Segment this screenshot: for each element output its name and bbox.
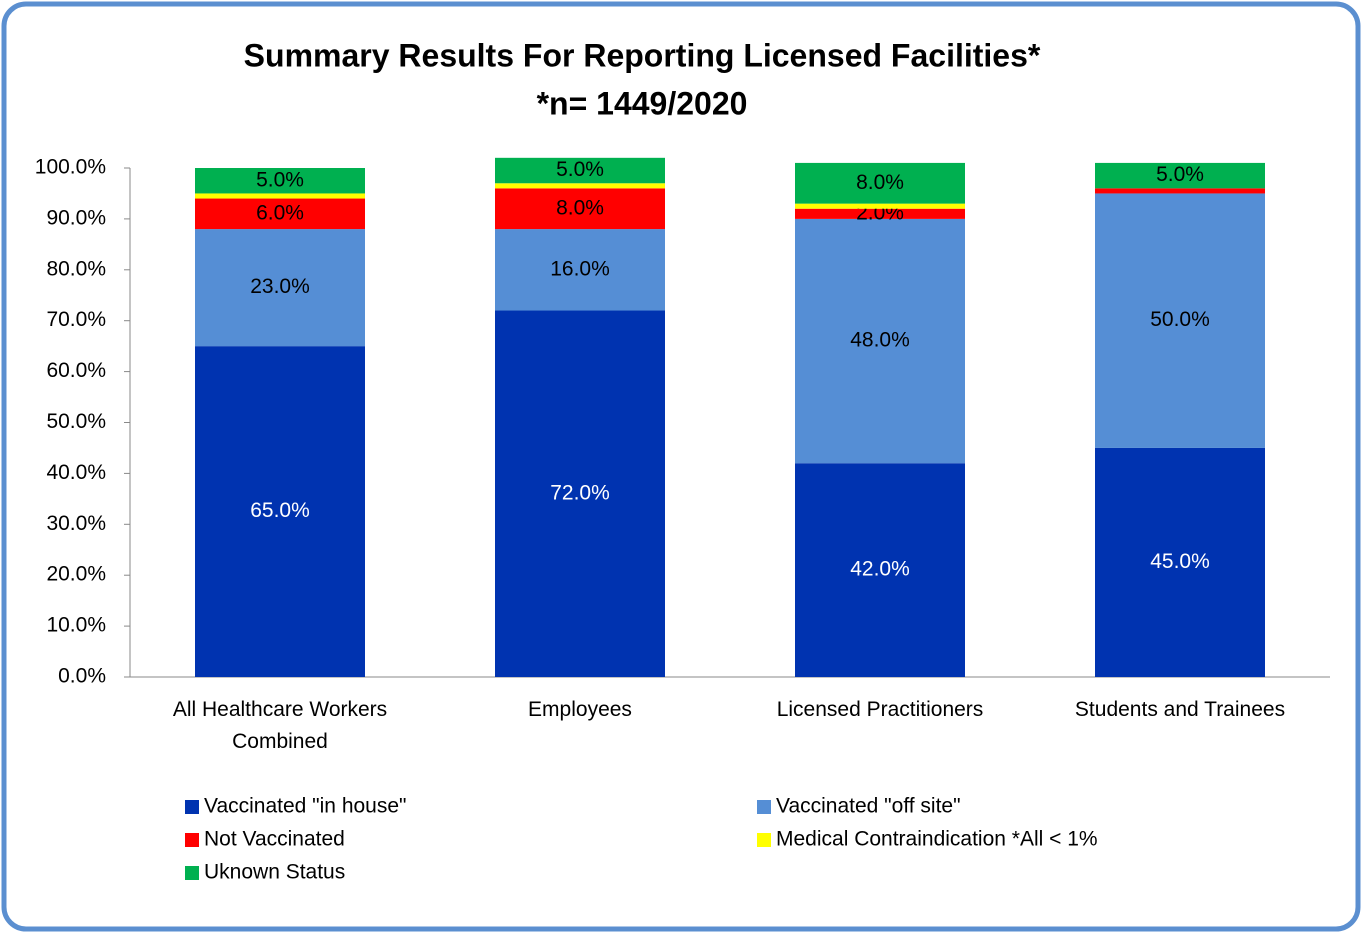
- legend-label: Not Vaccinated: [204, 828, 345, 851]
- legend-swatch: [185, 800, 199, 814]
- bar-segment: [495, 310, 665, 677]
- x-tick-label-line: Combined: [232, 730, 328, 753]
- data-label: 72.0%: [550, 481, 610, 504]
- bar-segment: [495, 188, 665, 230]
- x-tick-label: All Healthcare Workers Combined: [173, 698, 387, 753]
- data-label: 45.0%: [1150, 550, 1210, 573]
- data-label: 5.0%: [1156, 163, 1204, 186]
- y-tick-label: 0.0%: [58, 665, 106, 688]
- chart-subtitle: *n= 1449/2020: [537, 85, 748, 121]
- bar-segment: [195, 198, 365, 230]
- bar-segment: [795, 162, 965, 204]
- x-tick-label: Students and Trainees: [1075, 698, 1285, 721]
- data-label: 8.0%: [856, 171, 904, 194]
- y-tick-label: 80.0%: [46, 257, 106, 280]
- data-label: 48.0%: [850, 329, 910, 352]
- bar-segment: [495, 157, 665, 184]
- y-tick-label: 10.0%: [46, 614, 106, 637]
- x-tick-label-line: Employees: [528, 698, 632, 721]
- data-label: 5.0%: [256, 168, 304, 191]
- bar-segment: [1095, 188, 1265, 194]
- y-tick-label: 90.0%: [46, 206, 106, 229]
- legend-swatch: [757, 800, 771, 814]
- bar-segment: [495, 183, 665, 189]
- y-tick-label: 100.0%: [35, 156, 106, 179]
- data-label: 6.0%: [256, 201, 304, 224]
- y-tick-label: 70.0%: [46, 308, 106, 331]
- y-tick-label: 40.0%: [46, 461, 106, 484]
- x-tick-label-line: Students and Trainees: [1075, 698, 1285, 721]
- legend-label: Vaccinated "off site": [776, 795, 961, 818]
- bar-segment: [195, 229, 365, 347]
- chart-title: Summary Results For Reporting Licensed F…: [244, 37, 1041, 73]
- bar-segment: [795, 463, 965, 677]
- x-tick-label: Licensed Practitioners: [777, 698, 984, 721]
- legend-swatch: [185, 866, 199, 880]
- data-label: 50.0%: [1150, 308, 1210, 331]
- y-tick-label: 60.0%: [46, 359, 106, 382]
- legend-swatch: [757, 833, 771, 847]
- data-label: 23.0%: [250, 275, 310, 298]
- x-tick-label-line: All Healthcare Workers: [173, 698, 387, 721]
- data-label: 16.0%: [550, 257, 610, 280]
- legend-label: Medical Contraindication *All < 1%: [776, 828, 1098, 851]
- bar-segment: [795, 203, 965, 209]
- bar-segment: [195, 193, 365, 199]
- bar-segment: [195, 346, 365, 677]
- x-tick-label-line: Licensed Practitioners: [777, 698, 984, 721]
- data-label: 65.0%: [250, 499, 310, 522]
- bar-segment: [1095, 193, 1265, 448]
- x-tick-label: Employees: [528, 698, 632, 721]
- bar-segment: [795, 218, 965, 464]
- legend-swatch: [185, 833, 199, 847]
- bar-segment: [1095, 447, 1265, 677]
- bar-segment: [195, 168, 365, 194]
- bar-segment: [495, 229, 665, 311]
- legend-label: Uknown Status: [204, 861, 345, 884]
- bar-segment: [795, 208, 965, 219]
- y-tick-label: 50.0%: [46, 410, 106, 433]
- y-tick-label: 20.0%: [46, 563, 106, 586]
- bar-segment: [1095, 162, 1265, 189]
- data-label: 8.0%: [556, 196, 604, 219]
- data-label: 5.0%: [556, 158, 604, 181]
- data-label: 42.0%: [850, 558, 910, 581]
- legend-label: Vaccinated "in house": [204, 795, 406, 818]
- y-tick-label: 30.0%: [46, 512, 106, 535]
